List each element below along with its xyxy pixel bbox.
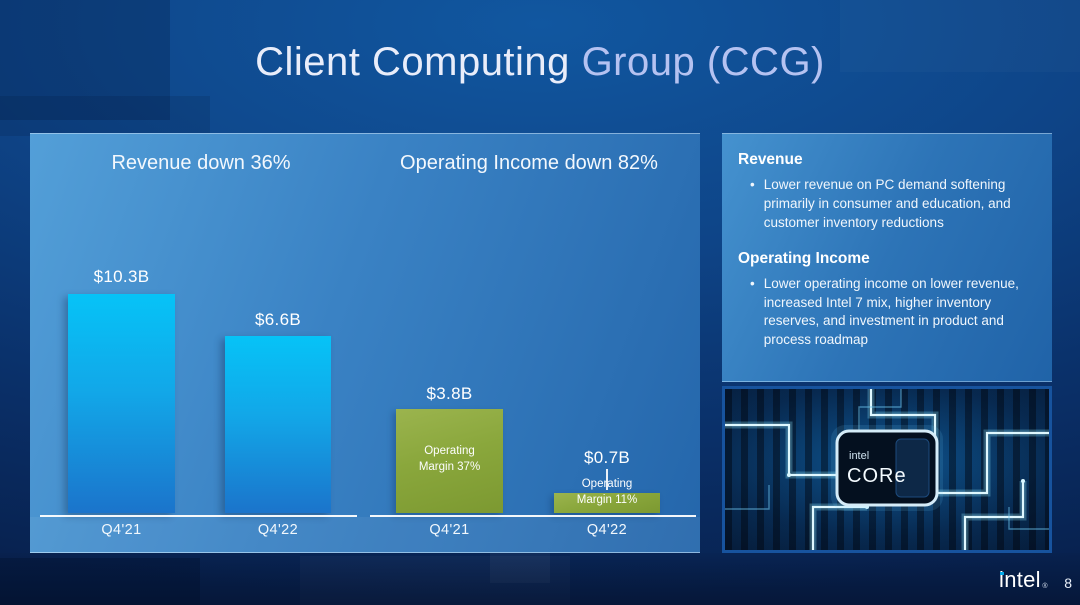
operating-income-bullet: • Lower operating income on lower revenu… [750,275,1044,351]
revenue-bullet: • Lower revenue on PC demand softening p… [750,176,1044,233]
revenue-chart-title: Revenue down 36% [111,152,291,174]
revenue-bullet-text: Lower revenue on PC demand softening pri… [763,177,1011,230]
bottom-shade [0,553,1080,605]
income-axis-line [370,515,696,517]
page-title: Client Computing Group (CCG) [0,40,1080,85]
margin-annotation-q422-line2: Margin 11% [576,494,638,507]
annotation-line: Operating [424,444,475,457]
circuit-art: intel CORe [725,389,1049,550]
revenue-bar-q421 [68,294,175,513]
page-number: 8 [1064,575,1072,591]
margin-annotation-q422-line1: Operating [581,478,633,491]
bar-value-label: $3.8B [426,384,473,403]
operating-income-heading: Operating Income [738,249,870,267]
commentary-panel: Revenue • Lower revenue on PC demand sof… [722,133,1052,382]
badge-slab [895,438,930,498]
page-title-main: Client Computing [255,40,570,84]
registered-mark: ® [1042,583,1048,590]
revenue-bar-q422 [225,336,331,513]
label-connector-line [606,469,608,490]
category-label: Q4'21 [101,522,142,538]
page-title-accent: Group (CCG) [581,40,825,84]
axis-footer-strip [30,517,700,553]
margin-annotation-q421: Operating Margin 37% [396,443,503,476]
bullet-icon: • [750,177,755,192]
charts-panel: Revenue down 36% Operating Income down 8… [30,133,700,553]
income-chart-title: Operating Income down 82% [400,152,658,174]
chip-brand-label: intel [849,450,869,462]
bar-value-label: $0.7B [584,448,630,467]
category-label: Q4'22 [257,522,299,538]
bar-value-label: $6.6B [255,310,301,329]
intel-logo-i-dot-icon [1000,571,1004,576]
revenue-heading: Revenue [738,151,803,168]
revenue-axis-line [40,515,357,517]
income-bar-q422 [554,493,660,513]
bullet-icon: • [750,275,755,291]
income-bar-q421 [396,409,503,513]
intel-core-chip-image: intel CORe [722,386,1052,553]
operating-income-bullet-text: Lower operating income on lower revenue,… [763,275,1019,348]
category-label: Q4'22 [586,522,628,538]
intel-logo: intel ® [999,567,1048,593]
intel-logo-text: intel [999,567,1041,592]
chip-product-label: CORe [847,465,907,487]
bg-tile [0,96,210,136]
category-label: Q4'21 [429,522,470,538]
annotation-line: Margin 37% [418,461,481,474]
bar-value-label: $10.3B [93,267,150,286]
